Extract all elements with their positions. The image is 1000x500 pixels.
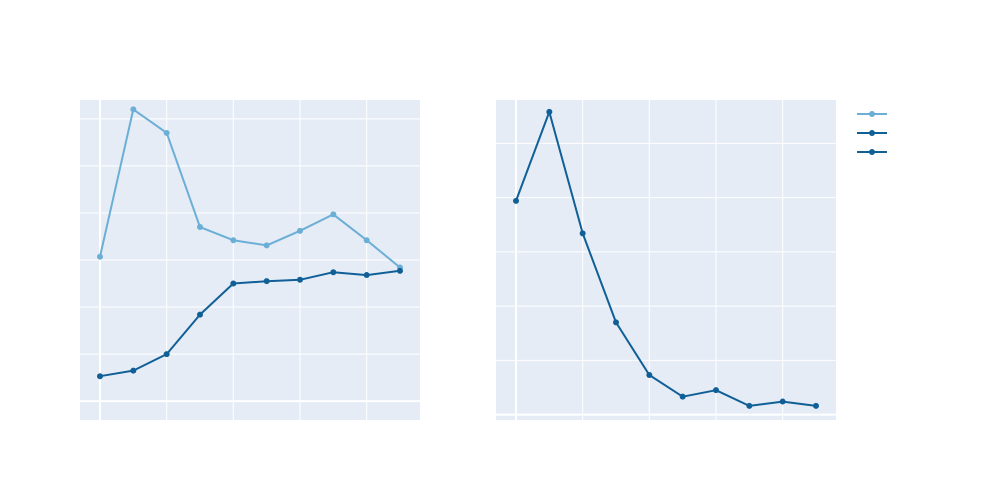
data-point	[97, 253, 103, 260]
data-point	[330, 269, 337, 276]
series-line	[99, 269, 401, 378]
data-point	[813, 402, 819, 409]
data-point	[546, 108, 553, 115]
data-point	[679, 393, 686, 400]
data-point	[646, 371, 653, 378]
data-point	[97, 373, 103, 380]
data-point	[363, 272, 370, 279]
data-point	[779, 398, 786, 405]
legend[interactable]	[857, 111, 887, 155]
data-point	[297, 276, 303, 283]
legend-marker-icon	[869, 130, 875, 136]
data-point	[746, 402, 753, 409]
data-point	[130, 367, 137, 374]
legend-item[interactable]	[857, 111, 887, 117]
data-point	[397, 267, 403, 274]
data-point	[613, 319, 619, 326]
data-point	[163, 129, 170, 136]
data-point	[513, 197, 519, 204]
data-point	[197, 311, 203, 318]
legend-item[interactable]	[857, 130, 887, 136]
data-point	[197, 224, 203, 231]
data-point	[330, 211, 337, 218]
data-point	[163, 351, 170, 358]
data-point	[263, 242, 270, 249]
subplot-right	[496, 100, 836, 420]
data-point	[263, 278, 270, 285]
data-point	[363, 237, 370, 244]
data-point	[579, 230, 586, 237]
data-point	[297, 227, 303, 234]
data-point	[230, 280, 237, 287]
subplot-left	[80, 100, 420, 420]
data-point	[230, 237, 237, 244]
series-line	[515, 110, 817, 407]
series-line	[99, 108, 401, 269]
legend-marker-icon	[869, 111, 875, 117]
legend-item[interactable]	[857, 149, 887, 155]
data-point	[130, 106, 137, 113]
data-point	[713, 387, 719, 394]
plot-area	[496, 100, 836, 420]
legend-marker-icon	[869, 149, 875, 155]
